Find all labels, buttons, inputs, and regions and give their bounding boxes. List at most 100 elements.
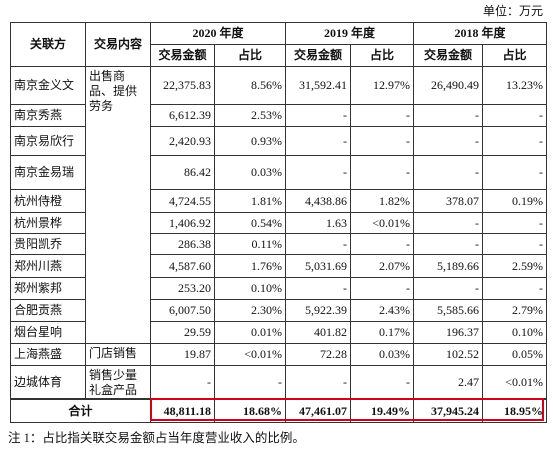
year-header: 2019 年度 xyxy=(285,22,415,45)
ratio-cell: <0.01% xyxy=(213,343,287,366)
ratio-cell: - xyxy=(350,365,415,400)
amount-cell: 4,587.60 xyxy=(150,254,215,278)
ratio-cell: 13.23% xyxy=(482,66,548,105)
ratio-cell: <0.01% xyxy=(482,365,548,400)
ratio-cell: - xyxy=(350,233,415,255)
party-cell: 南京金义文 xyxy=(10,66,86,105)
content-cell: 出售商品、提供劳务 xyxy=(85,66,151,344)
amount-cell: 19.87 xyxy=(150,343,215,366)
related-party-table: 关联方 交易内容 2020 年度 2019 年度 2018 年度 交易金额 占比… xyxy=(10,22,548,423)
party-cell: 南京金易瑞 xyxy=(10,155,86,190)
amount-cell: - xyxy=(285,126,352,156)
amount-cell: 1,406.92 xyxy=(150,212,215,234)
ratio-cell: 1.82% xyxy=(350,189,415,213)
amount-cell: - xyxy=(413,126,484,156)
amount-cell: 6,007.50 xyxy=(150,299,215,322)
ratio-cell: 0.10% xyxy=(213,277,287,300)
ratio-cell: 0.10% xyxy=(482,321,548,344)
amount-cell: 378.07 xyxy=(413,189,484,213)
data-row: 合肥贡燕 6,007.50 2.30% 5,922.39 2.43% 5,585.66 2.… xyxy=(10,299,548,322)
header-row: 交易金额 占比 交易金额 占比 交易金额 占比 xyxy=(11,44,548,67)
amount-cell: 31,592.41 xyxy=(285,66,352,105)
header-cell: 交易内容 xyxy=(85,22,151,67)
ratio-cell: 0.17% xyxy=(350,321,415,344)
year-header: 2018 年度 xyxy=(413,22,548,45)
ratio-cell: - xyxy=(350,277,415,300)
sub-header: 交易金额 xyxy=(150,44,215,67)
amount-cell: 86.42 xyxy=(150,155,215,190)
amount-cell: 2.47 xyxy=(413,365,484,400)
sub-header: 占比 xyxy=(482,44,548,67)
data-row: 上海燕盛 门店销售 19.87 <0.01% 72.28 0.03% 102.52 0.05% xyxy=(10,343,548,366)
ratio-cell: - xyxy=(482,277,548,300)
ratio-cell: - xyxy=(350,155,415,190)
amount-cell: 286.38 xyxy=(150,233,215,255)
ratio-cell: 0.19% xyxy=(482,189,548,213)
amount-cell: 6,612.39 xyxy=(150,104,215,127)
ratio-cell: 2.59% xyxy=(482,254,548,278)
amount-cell: 401.82 xyxy=(285,321,352,344)
amount-cell: 5,031.69 xyxy=(285,254,352,278)
ratio-cell: 0.03% xyxy=(350,343,415,366)
header-row: 关联方 交易内容 2020 年度 2019 年度 2018 年度 xyxy=(10,22,548,67)
ratio-cell: 0.01% xyxy=(213,321,287,344)
ratio-cell: <0.01% xyxy=(350,212,415,234)
amount-cell: 2,420.93 xyxy=(150,126,215,156)
ratio-cell: 0.03% xyxy=(213,155,287,190)
ratio-cell: 2.43% xyxy=(350,299,415,322)
amount-cell: - xyxy=(413,233,484,255)
party-cell: 边城体育 xyxy=(10,365,86,400)
header-cell: 关联方 xyxy=(10,22,86,67)
amount-cell: 22,375.83 xyxy=(150,66,215,105)
data-row: 南京金易瑞 86.42 0.03% - - - - xyxy=(10,155,548,190)
amount-cell: 102.52 xyxy=(413,343,484,366)
party-cell: 烟台星响 xyxy=(10,321,86,344)
amount-cell: 253.20 xyxy=(150,277,215,300)
ratio-cell: 2.53% xyxy=(213,104,287,127)
amount-cell: - xyxy=(413,277,484,300)
amount-cell: 1.63 xyxy=(285,212,352,234)
data-row: 郑州川燕 4,587.60 1.76% 5,031.69 2.07% 5,189.66 2.… xyxy=(10,254,548,278)
sub-header: 交易金额 xyxy=(413,44,484,67)
ratio-cell: - xyxy=(213,365,287,400)
unit-label: 单位：万元 xyxy=(482,4,543,18)
total-cell: 19.49% xyxy=(350,398,415,423)
ratio-cell: - xyxy=(482,104,548,127)
ratio-cell: 2.07% xyxy=(350,254,415,278)
amount-cell: - xyxy=(413,212,484,234)
party-cell: 南京易欣行 xyxy=(10,126,86,156)
amount-cell: 4,438.86 xyxy=(285,189,352,213)
data-row: 杭州侍橙 4,724.55 1.81% 4,438.86 1.82% 378.07 0.19… xyxy=(10,189,548,213)
amount-cell: 5,585.66 xyxy=(413,299,484,322)
total-cell: 18.68% xyxy=(213,398,287,423)
amount-cell: - xyxy=(413,104,484,127)
ratio-cell: 0.05% xyxy=(482,343,548,366)
party-cell: 上海燕盛 xyxy=(10,343,86,366)
sub-header: 占比 xyxy=(350,44,415,67)
amount-cell: - xyxy=(285,277,352,300)
party-cell: 贵阳凯乔 xyxy=(10,233,86,255)
ratio-cell: - xyxy=(482,155,548,190)
ratio-cell: - xyxy=(482,126,548,156)
data-row: 郑州紫邦 253.20 0.10% - - - - xyxy=(10,277,548,300)
data-row: 南京金义文 出售商品、提供劳务 22,375.83 8.56% 31,592.41 12.… xyxy=(10,66,548,344)
total-row: 合计 48,811.18 18.68% 47,461.07 19.49% 37,945.2… xyxy=(10,398,548,423)
total-cell: 48,811.18 xyxy=(150,398,215,423)
data-row: 边城体育 销售少量礼盒产品 - - - -2.47 <0.01% xyxy=(10,365,548,400)
party-cell: 杭州景桦 xyxy=(10,212,86,234)
ratio-cell: 1.76% xyxy=(213,254,287,278)
ratio-cell: - xyxy=(482,233,548,255)
party-cell: 杭州侍橙 xyxy=(10,189,86,213)
ratio-cell: 2.79% xyxy=(482,299,548,322)
sub-header: 占比 xyxy=(213,44,287,67)
ratio-cell: 0.54% xyxy=(213,212,287,234)
amount-cell: - xyxy=(285,155,352,190)
ratio-cell: 2.30% xyxy=(213,299,287,322)
ratio-cell: 12.97% xyxy=(350,66,415,105)
amount-cell: - xyxy=(413,155,484,190)
footnote: 注 1：占比指关联交易金额占当年度营业收入的比例。 xyxy=(8,431,305,445)
ratio-cell: 0.93% xyxy=(213,126,287,156)
content-cell: 销售少量礼盒产品 xyxy=(85,365,151,400)
amount-cell: - xyxy=(150,365,215,400)
